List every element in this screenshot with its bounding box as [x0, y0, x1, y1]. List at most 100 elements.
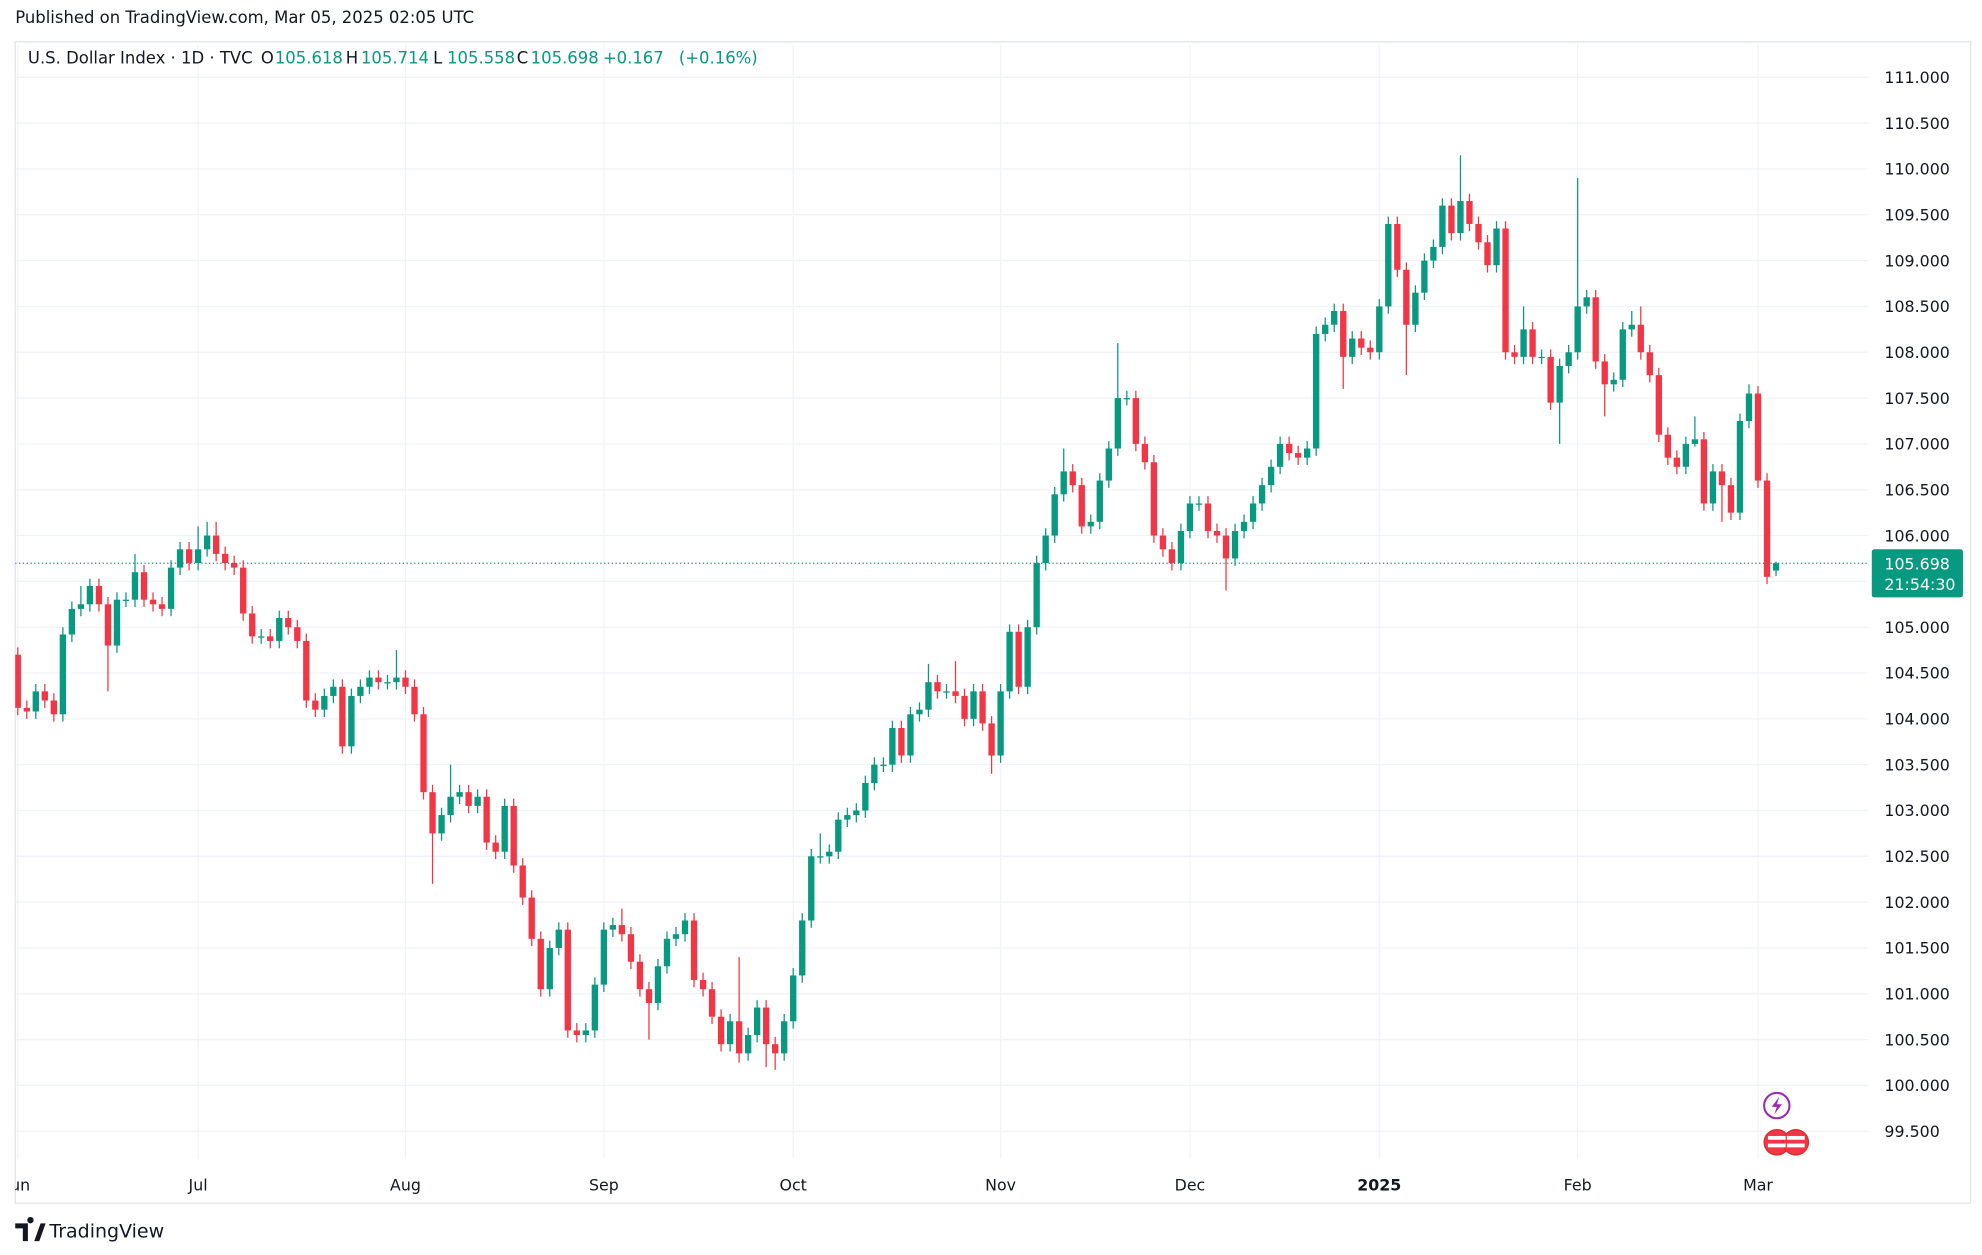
event-icons	[1763, 1091, 1810, 1156]
candle-body	[1448, 205, 1455, 234]
symbol-title: U.S. Dollar Index · 1D · TVC	[28, 48, 253, 67]
candle-body	[555, 929, 562, 948]
y-tick-label: 108.500	[1884, 297, 1949, 316]
candle-body	[898, 728, 905, 756]
candle-body	[167, 567, 175, 609]
candle-body	[465, 792, 472, 806]
candle-body	[735, 1021, 743, 1054]
candle-body	[1177, 530, 1185, 564]
candle-body	[1249, 503, 1257, 522]
candle-body	[618, 925, 626, 935]
candle-body	[1574, 306, 1581, 353]
header-line: U.S. Dollar Index · 1D · TVC O 105.618 H…	[28, 48, 758, 67]
candle-body	[781, 1021, 788, 1054]
candle-body	[1565, 352, 1572, 367]
candle-body	[1475, 223, 1482, 243]
candle-body	[1132, 398, 1140, 444]
candle-body	[1556, 366, 1563, 403]
candle-body	[708, 989, 716, 1017]
candle-body	[1204, 503, 1212, 531]
candle-body	[104, 604, 112, 646]
ohlc-label: C	[517, 48, 529, 67]
candle-body	[564, 929, 571, 1031]
candle-body	[1006, 631, 1013, 692]
candle-body	[492, 842, 499, 852]
y-tick-label: 109.500	[1884, 205, 1949, 224]
candle-body	[59, 634, 67, 715]
candle-body	[420, 714, 427, 793]
candle-body	[384, 682, 391, 684]
candle-body	[1042, 535, 1049, 564]
candle-body	[1538, 356, 1545, 359]
candle-body	[1430, 246, 1437, 261]
candle-body	[240, 567, 247, 614]
candle-body	[546, 947, 553, 990]
candle-body	[663, 938, 671, 967]
candle-body	[1637, 324, 1644, 353]
candle-body	[826, 851, 833, 857]
candles	[15, 155, 1868, 1070]
candle-body	[582, 1030, 589, 1036]
candle-body	[348, 695, 355, 747]
candle-body	[1610, 379, 1617, 385]
candle-body	[267, 636, 274, 641]
candle-body	[357, 686, 364, 696]
candle-body	[1412, 292, 1419, 325]
candle-body	[1141, 443, 1149, 463]
candle-body	[312, 700, 319, 710]
candle-body	[1213, 530, 1221, 536]
candle-body	[1727, 485, 1735, 513]
candle-body	[474, 796, 481, 806]
ohlc-value: 105.618	[275, 48, 343, 67]
candle-body	[149, 599, 157, 605]
candle-body	[835, 819, 842, 852]
candle-body	[1096, 480, 1103, 522]
candle-body	[402, 677, 409, 687]
flag-stripe	[1767, 1135, 1786, 1140]
candle-body	[176, 549, 184, 568]
y-tick-label: 101.000	[1884, 984, 1949, 1003]
candle-body	[753, 1007, 761, 1036]
candle-body	[122, 599, 130, 601]
candle-body	[1628, 324, 1635, 330]
candle-body	[411, 686, 418, 715]
chart-frame	[14, 41, 1972, 1204]
candle-body	[330, 686, 337, 696]
ohlc-label: L	[433, 48, 443, 67]
candle-body	[934, 682, 941, 692]
candle-body	[645, 989, 653, 1003]
y-tick-label: 100.000	[1884, 1076, 1949, 1095]
candle-body	[1340, 311, 1347, 357]
candle-body	[925, 682, 932, 710]
candle-body	[1673, 457, 1681, 467]
candle-body	[1313, 333, 1320, 449]
candle-body	[790, 975, 797, 1022]
candle-body	[636, 961, 644, 990]
candle-body	[1322, 324, 1329, 334]
x-axis: Jun Jul Aug Sep Oct Nov Dec 2025 Feb Mar	[15, 1175, 1773, 1194]
candle-body	[1051, 494, 1058, 536]
y-tick-label: 106.000	[1884, 526, 1949, 545]
y-tick-label: 103.500	[1884, 755, 1949, 774]
ohlc-value: 105.558	[447, 48, 515, 67]
candle-body	[501, 805, 508, 852]
candle-body	[1520, 329, 1527, 357]
candle-body	[1304, 448, 1311, 458]
flag-stripe	[1786, 1143, 1805, 1148]
candle-body	[1457, 201, 1464, 234]
candle-body	[1403, 269, 1410, 325]
candle-body	[1276, 443, 1284, 467]
candle-body	[510, 805, 517, 866]
candle-body	[1294, 453, 1302, 458]
y-tick-label: 102.500	[1884, 847, 1949, 866]
candle-body	[15, 654, 21, 708]
candle-body	[41, 691, 48, 701]
candle-body	[519, 865, 526, 898]
candle-body	[1385, 223, 1392, 307]
candle-body	[772, 1044, 779, 1054]
candle-body	[627, 934, 635, 962]
candle-body	[681, 920, 689, 935]
candle-body	[844, 815, 851, 820]
candle-body	[1493, 228, 1500, 266]
